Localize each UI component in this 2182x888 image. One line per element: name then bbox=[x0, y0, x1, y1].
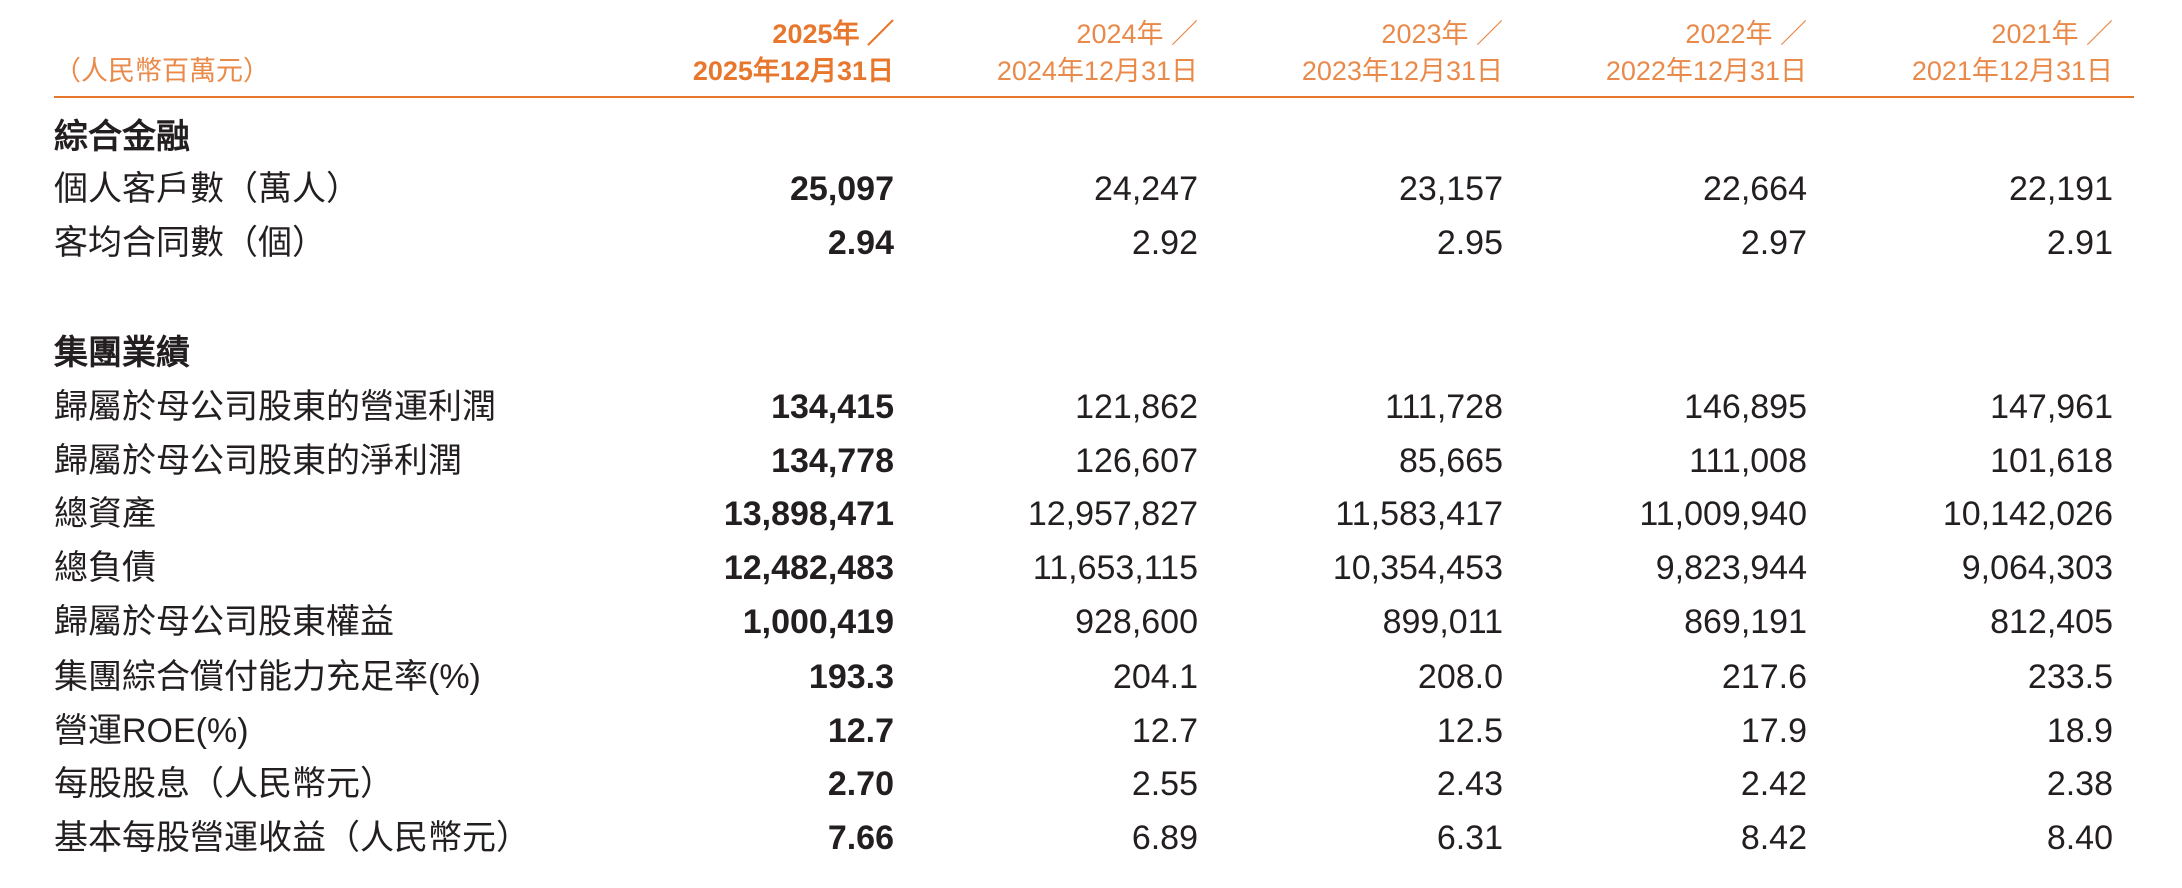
cell-2021: 9,064,303 bbox=[1961, 549, 2113, 587]
cell-2021: 2.38 bbox=[2046, 765, 2113, 803]
row-label: 基本每股營運收益（人民幣元） bbox=[54, 819, 530, 857]
cell-2023: 23,157 bbox=[1399, 170, 1503, 208]
cell-2022: 2.42 bbox=[1740, 765, 1807, 803]
table-row: 客均合同數（個） 2.94 2.92 2.95 2.97 2.91 bbox=[0, 218, 2182, 268]
cell-2022: 22,664 bbox=[1703, 170, 1807, 208]
cell-2025: 2.70 bbox=[827, 765, 894, 803]
header-years-row: 2025年 ／ 2024年 ／ 2023年 ／ 2022年 ／ 2021年 ／ bbox=[0, 16, 2182, 52]
table-row: 基本每股營運收益（人民幣元） 7.66 6.89 6.31 8.42 8.40 bbox=[0, 813, 2182, 863]
table-row: 營運ROE(%) 12.7 12.7 12.5 17.9 18.9 bbox=[0, 706, 2182, 756]
header-date-2022: 2022年12月31日 bbox=[1605, 56, 1807, 86]
cell-2023: 6.31 bbox=[1436, 819, 1503, 857]
row-label: 歸屬於母公司股東權益 bbox=[54, 603, 394, 641]
unit-label: （人民幣百萬元） bbox=[54, 56, 270, 86]
header-date-2024: 2024年12月31日 bbox=[996, 56, 1198, 86]
header-date-2021: 2021年12月31日 bbox=[1911, 56, 2113, 86]
row-label: 集團綜合償付能力充足率(%) bbox=[54, 658, 481, 696]
cell-2021: 22,191 bbox=[2009, 170, 2113, 208]
table-row: 每股股息（人民幣元） 2.70 2.55 2.43 2.42 2.38 bbox=[0, 759, 2182, 809]
section-title-row: 綜合金融 bbox=[0, 112, 2182, 162]
section-title-row: 集團業績 bbox=[0, 328, 2182, 378]
header-year-2021: 2021年 ／ bbox=[1991, 19, 2113, 49]
cell-2024: 6.89 bbox=[1131, 819, 1198, 857]
cell-2021: 233.5 bbox=[2027, 658, 2113, 696]
cell-2023: 11,583,417 bbox=[1335, 495, 1503, 533]
cell-2023: 208.0 bbox=[1417, 658, 1503, 696]
cell-2025: 1,000,419 bbox=[742, 603, 894, 641]
cell-2024: 2.92 bbox=[1131, 224, 1198, 262]
row-label: 營運ROE(%) bbox=[54, 712, 249, 750]
cell-2025: 134,778 bbox=[771, 442, 894, 480]
header-year-2023: 2023年 ／ bbox=[1381, 19, 1503, 49]
cell-2025: 12.7 bbox=[827, 712, 894, 750]
cell-2021: 147,961 bbox=[1990, 388, 2113, 426]
cell-2024: 2.55 bbox=[1131, 765, 1198, 803]
cell-2025: 13,898,471 bbox=[723, 495, 894, 533]
table-row: 個人客戶數（萬人） 25,097 24,247 23,157 22,664 22… bbox=[0, 164, 2182, 214]
cell-2022: 17.9 bbox=[1740, 712, 1807, 750]
section-title: 集團業績 bbox=[54, 334, 190, 372]
cell-2023: 85,665 bbox=[1399, 442, 1503, 480]
cell-2023: 10,354,453 bbox=[1332, 549, 1503, 587]
header-date-2025: 2025年12月31日 bbox=[692, 56, 894, 86]
header-year-2025: 2025年 ／ bbox=[772, 19, 894, 49]
row-label: 歸屬於母公司股東的營運利潤 bbox=[54, 388, 496, 426]
row-label: 總資產 bbox=[54, 495, 156, 533]
header-year-2022: 2022年 ／ bbox=[1685, 19, 1807, 49]
cell-2024: 204.1 bbox=[1112, 658, 1198, 696]
cell-2022: 869,191 bbox=[1684, 603, 1807, 641]
row-label: 客均合同數（個） bbox=[54, 224, 326, 262]
cell-2024: 126,607 bbox=[1075, 442, 1198, 480]
cell-2024: 12.7 bbox=[1131, 712, 1198, 750]
cell-2022: 217.6 bbox=[1721, 658, 1807, 696]
row-label: 總負債 bbox=[54, 549, 156, 587]
header-year-2024: 2024年 ／ bbox=[1076, 19, 1198, 49]
cell-2024: 12,957,827 bbox=[1027, 495, 1198, 533]
cell-2023: 111,728 bbox=[1385, 388, 1503, 426]
table-row: 總負債 12,482,483 11,653,115 10,354,453 9,8… bbox=[0, 543, 2182, 593]
table-row: 歸屬於母公司股東權益 1,000,419 928,600 899,011 869… bbox=[0, 597, 2182, 647]
cell-2023: 12.5 bbox=[1436, 712, 1503, 750]
cell-2021: 10,142,026 bbox=[1942, 495, 2113, 533]
cell-2022: 9,823,944 bbox=[1655, 549, 1807, 587]
cell-2023: 2.43 bbox=[1436, 765, 1503, 803]
row-label: 個人客戶數（萬人） bbox=[54, 170, 360, 208]
cell-2024: 121,862 bbox=[1075, 388, 1198, 426]
cell-2023: 899,011 bbox=[1382, 603, 1503, 641]
section-title: 綜合金融 bbox=[54, 118, 190, 156]
cell-2021: 8.40 bbox=[2046, 819, 2113, 857]
cell-2021: 18.9 bbox=[2046, 712, 2113, 750]
cell-2024: 11,653,115 bbox=[1032, 549, 1198, 587]
cell-2025: 7.66 bbox=[827, 819, 894, 857]
cell-2025: 12,482,483 bbox=[723, 549, 894, 587]
header-divider bbox=[54, 96, 2134, 98]
cell-2021: 101,618 bbox=[1990, 442, 2113, 480]
table-row: 集團綜合償付能力充足率(%) 193.3 204.1 208.0 217.6 2… bbox=[0, 652, 2182, 702]
header-dates-row: （人民幣百萬元） 2025年12月31日 2024年12月31日 2023年12… bbox=[0, 53, 2182, 89]
cell-2025: 193.3 bbox=[808, 658, 894, 696]
cell-2022: 146,895 bbox=[1684, 388, 1807, 426]
cell-2021: 812,405 bbox=[1990, 603, 2113, 641]
cell-2024: 24,247 bbox=[1094, 170, 1198, 208]
cell-2022: 11,009,940 bbox=[1639, 495, 1807, 533]
cell-2024: 928,600 bbox=[1075, 603, 1198, 641]
row-label: 歸屬於母公司股東的淨利潤 bbox=[54, 442, 462, 480]
header-date-2023: 2023年12月31日 bbox=[1301, 56, 1503, 86]
cell-2022: 111,008 bbox=[1689, 442, 1807, 480]
table-row: 歸屬於母公司股東的營運利潤 134,415 121,862 111,728 14… bbox=[0, 382, 2182, 432]
row-label: 每股股息（人民幣元） bbox=[54, 765, 394, 803]
cell-2025: 25,097 bbox=[790, 170, 894, 208]
cell-2022: 2.97 bbox=[1740, 224, 1807, 262]
table-row: 總資產 13,898,471 12,957,827 11,583,417 11,… bbox=[0, 489, 2182, 539]
table-row: 歸屬於母公司股東的淨利潤 134,778 126,607 85,665 111,… bbox=[0, 436, 2182, 486]
cell-2025: 2.94 bbox=[827, 224, 894, 262]
cell-2021: 2.91 bbox=[2046, 224, 2113, 262]
cell-2023: 2.95 bbox=[1436, 224, 1503, 262]
cell-2022: 8.42 bbox=[1740, 819, 1807, 857]
cell-2025: 134,415 bbox=[771, 388, 894, 426]
